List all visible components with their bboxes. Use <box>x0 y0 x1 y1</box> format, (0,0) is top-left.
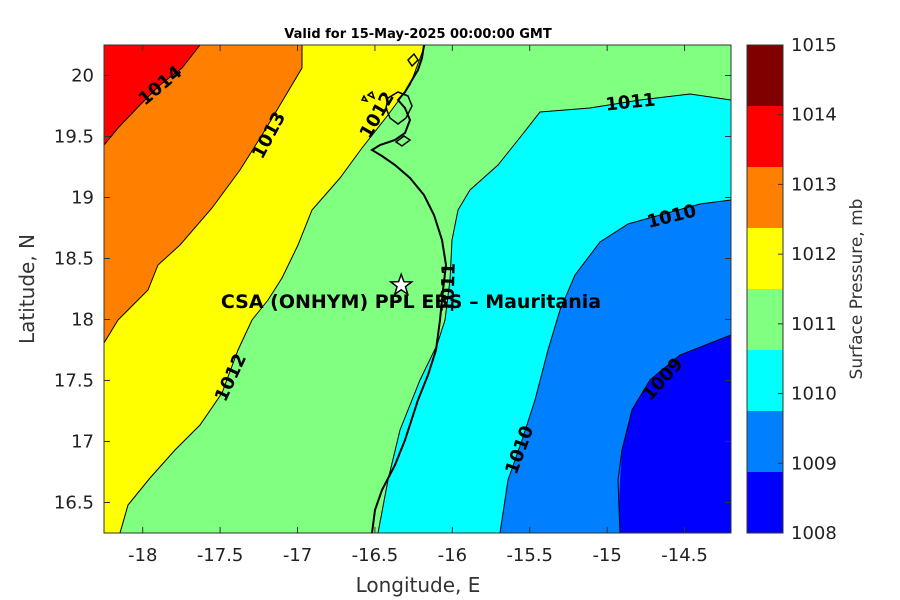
colorbar-segment <box>747 228 783 289</box>
coastline-islands <box>360 52 419 147</box>
colorbar-segment <box>747 472 783 533</box>
y-tick-label: 17.5 <box>54 371 94 392</box>
y-tick-label: 18.5 <box>54 249 94 270</box>
contour-line-1014 <box>104 45 201 146</box>
colorbar-tick-label: 1014 <box>791 105 837 126</box>
fill-1012 <box>104 45 425 533</box>
contour-line-1013 <box>104 45 303 344</box>
fill-1013 <box>104 45 302 343</box>
y-axis-ticks: 20 19.5 19 18.5 18 17.5 17 16.5 <box>54 66 731 514</box>
colorbar-frame <box>746 44 784 534</box>
colorbar-tick-label: 1015 <box>791 35 837 56</box>
chart-title: Valid for 15-May-2025 00:00:00 GMT <box>284 27 552 42</box>
x-axis-ticks: -18 -17.5 -17 -16.5 -16 -15.5 -15 -14.5 <box>128 45 708 566</box>
x-tick-label: -14.5 <box>661 545 708 566</box>
y-axis-label: Latitude, N <box>15 234 39 344</box>
contour-line-1010 <box>499 199 731 533</box>
x-tick-label: -15.5 <box>506 545 553 566</box>
colorbar-tick-label: 1012 <box>791 244 837 265</box>
fill-1014 <box>104 45 200 145</box>
coastline <box>360 45 448 533</box>
y-tick-label: 17 <box>71 432 94 453</box>
contour-lines <box>104 45 731 533</box>
x-tick-label: -16.5 <box>352 545 399 566</box>
colorbar-segment <box>747 350 783 411</box>
y-tick-label: 18 <box>71 310 94 331</box>
x-tick-label: -16 <box>438 545 467 566</box>
x-tick-label: -17.5 <box>197 545 244 566</box>
colorbar-tick-label: 1009 <box>791 453 837 474</box>
colorbar-tick-label: 1010 <box>791 384 837 405</box>
fill-1011 <box>120 45 731 533</box>
colorbar-segment <box>747 106 783 167</box>
axes-frame <box>103 44 732 534</box>
x-tick-label: -15 <box>592 545 621 566</box>
colorbar-segment <box>747 411 783 472</box>
contour-line-1012 <box>119 45 426 533</box>
y-tick-label: 19 <box>71 188 94 209</box>
colorbar-segment <box>747 45 783 106</box>
station-label: CSA (ONHYM) PPL EBS – Mauritania <box>221 291 601 313</box>
colorbar-tick-label: 1013 <box>791 174 837 195</box>
station-star-icon <box>388 272 414 297</box>
colorbar-segment <box>747 167 783 228</box>
y-tick-label: 19.5 <box>54 127 94 148</box>
y-tick-label: 16.5 <box>54 493 94 514</box>
y-tick-label: 20 <box>71 66 94 87</box>
colorbar-tick-label: 1008 <box>791 523 837 544</box>
x-axis-label: Longitude, E <box>356 573 481 597</box>
contour-line-1011 <box>377 93 731 533</box>
fill-1009-region <box>500 200 731 533</box>
coastline-main <box>370 45 448 533</box>
colorbar-label: Surface Pressure, mb <box>847 199 867 380</box>
contour-label-1011-north: 1011 <box>604 89 656 115</box>
contour-line-1009 <box>617 334 731 533</box>
colorbar: 1015 1014 1013 1012 1011 1010 1009 1008 <box>746 35 837 544</box>
x-tick-label: -17 <box>283 545 312 566</box>
x-tick-label: -18 <box>128 545 157 566</box>
contour-label-1011-south: 1011 <box>437 262 460 313</box>
colorbar-segment <box>747 289 783 350</box>
colorbar-tick-label: 1011 <box>791 314 837 335</box>
fill-1010 <box>378 94 731 533</box>
contour-fills <box>104 45 731 533</box>
